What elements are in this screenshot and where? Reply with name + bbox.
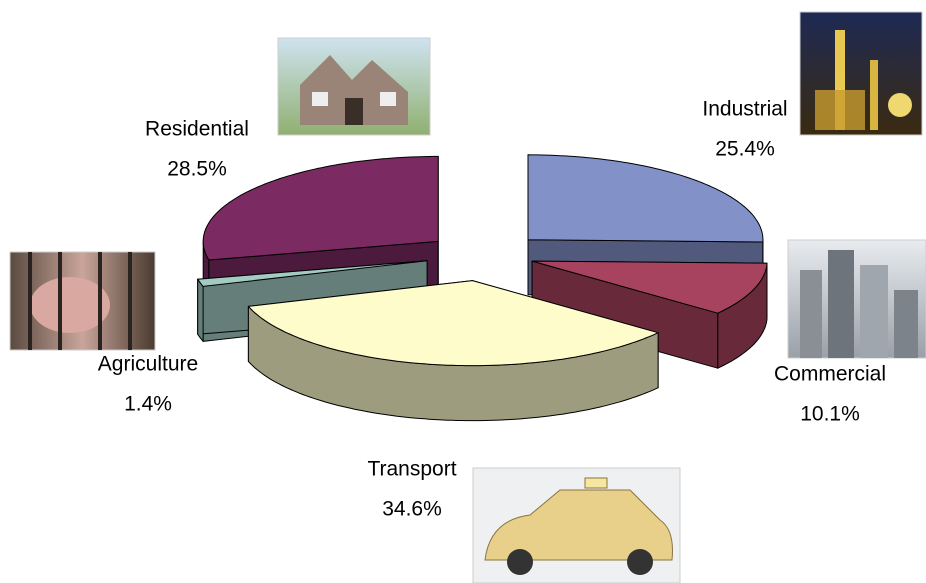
slice bbox=[203, 156, 438, 260]
photo-industrial bbox=[800, 12, 922, 135]
value-label: 10.1% bbox=[800, 403, 860, 426]
photo-agriculture bbox=[10, 252, 155, 350]
photo-commercial bbox=[788, 240, 926, 358]
chart: Industrial 25.4% Commercial 10.1% Transport 3… bbox=[0, 0, 926, 583]
value-label: 25.4% bbox=[715, 138, 775, 161]
value-label: 34.6% bbox=[382, 498, 442, 521]
photo-transport bbox=[473, 468, 680, 583]
value-label: 28.5% bbox=[167, 158, 227, 181]
slice bbox=[528, 155, 763, 242]
pie bbox=[198, 155, 767, 421]
value-label: 1.4% bbox=[124, 393, 172, 416]
category-label: Industrial bbox=[702, 98, 787, 121]
category-label: Agriculture bbox=[98, 353, 198, 376]
category-label: Transport bbox=[367, 458, 456, 481]
photo-residential bbox=[278, 38, 430, 135]
category-label: Residential bbox=[145, 118, 249, 141]
category-label: Commercial bbox=[774, 363, 886, 386]
slice-wall bbox=[198, 279, 203, 341]
